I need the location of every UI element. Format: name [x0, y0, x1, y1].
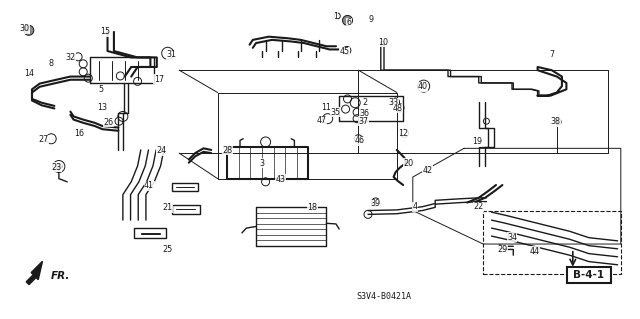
Bar [483, 211, 621, 274]
Text: 26: 26 [104, 118, 114, 127]
Polygon shape [26, 261, 42, 285]
Text: 2: 2 [362, 98, 367, 107]
Text: 3: 3 [260, 159, 265, 168]
Text: 7: 7 [549, 50, 554, 59]
Text: 8: 8 [49, 59, 54, 68]
Text: 28: 28 [222, 146, 232, 155]
Text: 33: 33 [388, 98, 399, 107]
Text: 37: 37 [358, 117, 369, 126]
Text: 41: 41 [144, 181, 154, 190]
Text: 5: 5 [99, 85, 104, 94]
Text: 39: 39 [371, 199, 381, 208]
Text: 10: 10 [378, 38, 388, 47]
Text: 15: 15 [100, 27, 111, 36]
Text: 16: 16 [74, 130, 84, 138]
Text: FR.: FR. [51, 271, 70, 280]
Text: 29: 29 [497, 245, 508, 254]
Text: 38: 38 [550, 117, 561, 126]
Text: 11: 11 [321, 103, 332, 112]
Text: 12: 12 [398, 130, 408, 138]
Circle shape [342, 15, 353, 26]
Text: 44: 44 [529, 247, 540, 256]
Text: 42: 42 [422, 166, 433, 175]
Text: 35: 35 [330, 108, 340, 117]
Text: 4: 4 [412, 202, 417, 211]
Text: 46: 46 [355, 137, 365, 145]
Text: 34: 34 [507, 233, 517, 242]
Text: 40: 40 [417, 82, 428, 91]
Text: 14: 14 [24, 69, 34, 78]
Text: S3V4-B0421A: S3V4-B0421A [356, 292, 412, 300]
Text: 24: 24 [156, 146, 166, 155]
Text: 27: 27 [38, 135, 49, 144]
Text: 17: 17 [154, 75, 164, 84]
Text: 45: 45 [339, 47, 349, 56]
Text: 25: 25 [163, 245, 173, 254]
Text: 22: 22 [474, 202, 484, 211]
Text: 43: 43 [275, 175, 285, 184]
Text: 6: 6 [346, 19, 351, 27]
Text: 13: 13 [97, 103, 108, 112]
Circle shape [24, 25, 34, 35]
Text: 1: 1 [333, 12, 338, 21]
Circle shape [56, 164, 62, 169]
Text: 9: 9 [369, 15, 374, 24]
Text: 36: 36 [360, 109, 370, 118]
Text: B-4-1: B-4-1 [573, 270, 604, 280]
Text: 20: 20 [403, 159, 413, 168]
Text: 31: 31 [166, 50, 177, 59]
Text: 48: 48 [393, 104, 403, 113]
Text: 23: 23 [51, 163, 61, 172]
FancyBboxPatch shape [567, 267, 611, 283]
Text: 19: 19 [472, 137, 482, 146]
Text: 18: 18 [307, 204, 317, 212]
Text: 32: 32 [65, 53, 76, 62]
Text: 21: 21 [163, 204, 173, 212]
Text: 47: 47 [316, 116, 326, 125]
Text: 30: 30 [19, 24, 29, 33]
